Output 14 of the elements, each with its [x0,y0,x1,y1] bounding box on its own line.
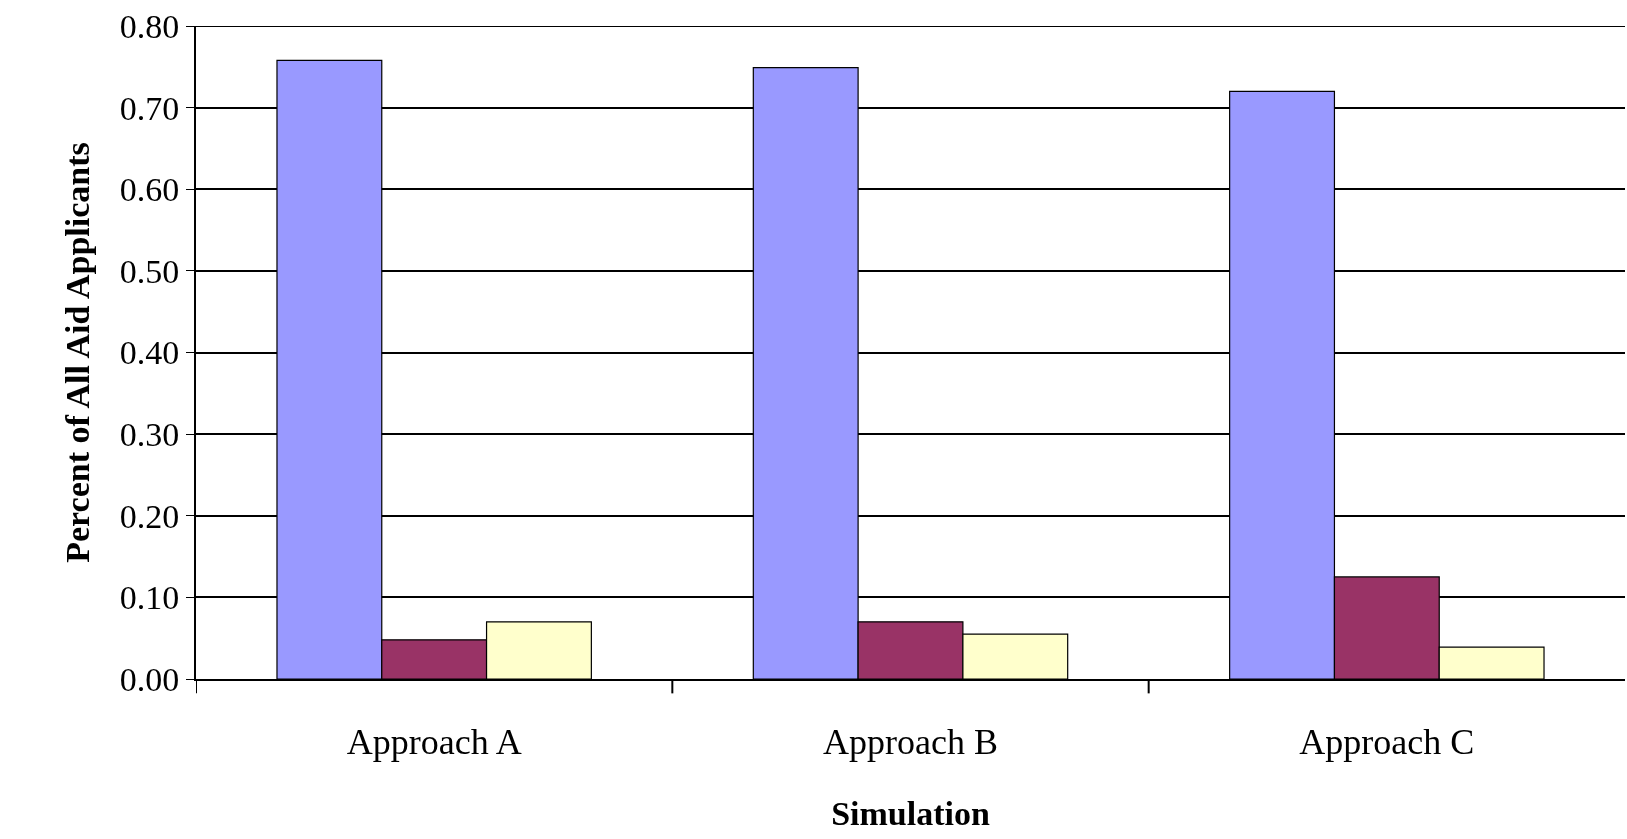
y-tick-label: 0.80 [119,7,180,45]
y-tick-label: 0.30 [119,416,180,454]
x-tick-label: Approach C [1299,722,1475,763]
x-axis-title: Simulation [831,795,990,832]
x-tick-label: Approach B [823,722,998,763]
y-tick-label: 0.60 [119,171,180,209]
y-tick-label: 0.50 [119,252,180,290]
y-tick-label: 0.20 [119,497,180,535]
x-tick-label: Approach A [346,722,522,763]
y-axis-title: Percent of All Aid Applicants [58,142,96,563]
y-tick-label: 0.40 [119,334,180,372]
y-tick-label: 0.10 [119,579,180,617]
y-tick-label: 0.70 [119,89,180,127]
y-tick-label: 0.00 [119,660,180,698]
